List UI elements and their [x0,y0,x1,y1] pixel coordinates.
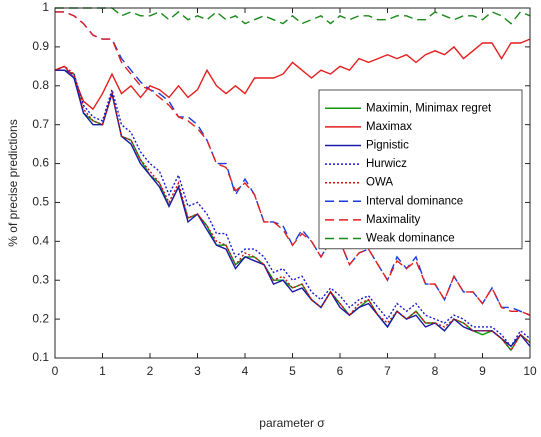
y-tick-label: 1 [42,0,49,14]
x-tick-label: 1 [99,364,106,378]
x-tick-label: 0 [52,364,59,378]
x-axis-label: parameter σ [259,416,325,430]
x-tick-label: 9 [479,364,486,378]
series-line [54,38,531,111]
legend-label: Maximin, Minimax regret [366,102,492,114]
y-tick-label: 0.7 [32,117,49,131]
legend-label: Pignistic [366,140,409,152]
legend-label: Maximax [366,121,412,133]
x-tick-label: 6 [337,364,344,378]
legend-box [318,89,523,250]
x-tick-label: 5 [289,364,296,378]
y-tick-label: 0.2 [32,311,49,325]
y-tick-label: 0.3 [32,272,49,286]
axes-box [54,7,531,359]
legend-label: Interval dominance [366,195,463,207]
y-axis-label: % of precise predictions [6,119,20,246]
legend: Maximin, Minimax regret Maximax Pignistic H… [318,89,523,250]
legend-label: OWA [366,177,393,189]
y-tick-label: 0.1 [32,350,49,364]
x-tick-label: 4 [242,364,249,378]
y-tick-label: 0.4 [32,234,49,248]
x-tick-label: 10 [523,364,537,378]
y-tick-label: 0.6 [32,156,49,170]
y-tick-label: 0.8 [32,78,49,92]
series-line [55,69,531,348]
x-tick-label: 7 [384,364,391,378]
legend-label: Maximality [366,214,421,226]
legend-label: Hurwicz [366,158,407,170]
series-line [55,69,531,348]
x-tick-label: 8 [432,364,439,378]
legend-label: Weak dominance [366,233,455,245]
y-tick-label: 0.5 [32,195,49,209]
series-line [54,65,531,352]
x-tick-label: 3 [194,364,201,378]
series-line [55,7,531,25]
x-tick-label: 2 [147,364,154,378]
y-tick-label: 0.9 [32,39,49,53]
series-line [55,11,531,316]
